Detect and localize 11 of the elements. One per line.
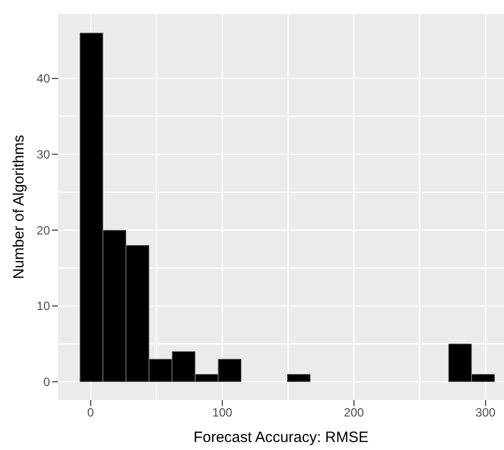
x-tick-label: 0 [87, 406, 94, 420]
y-tick-label: 0 [43, 375, 50, 390]
y-axis-title: Number of Algorithms [10, 134, 28, 280]
x-tick-label: 300 [476, 406, 496, 420]
x-tick-label: 200 [344, 406, 364, 420]
y-tick-label: 20 [36, 223, 50, 238]
x-tick-label: 100 [212, 406, 233, 420]
x-axis-title: Forecast Accuracy: RMSE [193, 429, 369, 446]
y-tick-label: 40 [36, 72, 50, 86]
y-tick-label: 10 [36, 299, 50, 314]
y-tick-label: 30 [36, 148, 50, 162]
